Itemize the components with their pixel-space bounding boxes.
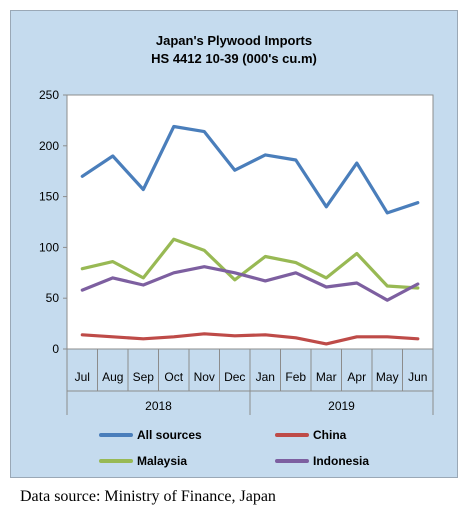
series-line-all-sources [80, 124, 420, 215]
plot-area [66, 94, 434, 350]
x-tick-label: Jan [256, 370, 275, 384]
x-tick-label: Aug [102, 370, 123, 384]
chart-subtitle: HS 4412 10-39 (000's cu.m) [151, 51, 317, 66]
legend-label-all-sources: All sources [137, 428, 202, 442]
x-tick-label: Nov [194, 370, 215, 384]
series-line-indonesia [80, 265, 420, 302]
year-group-label: 2018 [145, 399, 172, 413]
series-line-malaysia [80, 237, 420, 290]
x-axis: Jul Aug Sep Oct Nov Dec Jan Feb Mar Apr May Jun 2018… [66, 349, 434, 415]
chart-frame: Japan's Plywood Imports HS 4412 10-39 (0… [10, 10, 458, 478]
chart-title: Japan's Plywood Imports [156, 33, 312, 48]
x-tick-label: Mar [316, 370, 337, 384]
x-tick-label: Dec [224, 370, 245, 384]
chart-svg: Japan's Plywood Imports HS 4412 10-39 (0… [39, 33, 434, 468]
year-group-label: 2019 [328, 399, 355, 413]
y-tick-label: 100 [39, 240, 59, 254]
y-tick-label: 200 [39, 139, 59, 153]
x-tick-label: Jul [75, 370, 90, 384]
x-tick-label: Feb [285, 370, 306, 384]
x-tick-label: Apr [347, 370, 366, 384]
y-tick-label: 150 [39, 190, 59, 204]
x-tick-label: May [376, 370, 399, 384]
y-tick-label: 250 [39, 88, 59, 102]
x-tick-label: Oct [164, 370, 183, 384]
y-axis: 0 50 100 150 200 250 [39, 88, 67, 356]
series-line-china [80, 332, 420, 346]
series-layer [80, 124, 420, 346]
legend-label-indonesia: Indonesia [313, 454, 369, 468]
y-tick-label: 50 [46, 291, 60, 305]
y-tick-label: 0 [52, 342, 59, 356]
legend-label-malaysia: Malaysia [137, 454, 187, 468]
legend: All sources China Malaysia Indonesia [99, 428, 369, 468]
source-note: Data source: Ministry of Finance, Japan [20, 488, 276, 505]
x-tick-label: Jun [408, 370, 427, 384]
legend-label-china: China [313, 428, 347, 442]
x-tick-label: Sep [133, 370, 155, 384]
